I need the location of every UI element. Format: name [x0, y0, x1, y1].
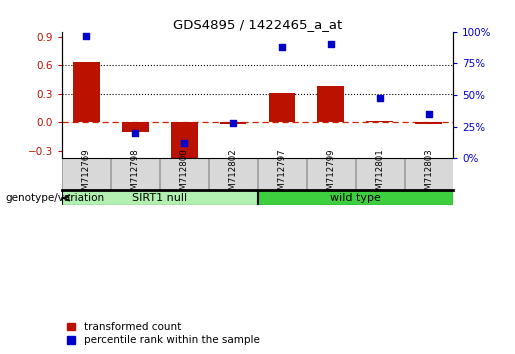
- Bar: [111, 158, 160, 190]
- Point: [375, 95, 384, 101]
- Bar: [122, 122, 149, 132]
- Bar: [62, 190, 258, 205]
- Bar: [258, 190, 453, 205]
- Bar: [170, 122, 198, 158]
- Point: [424, 111, 433, 117]
- Bar: [160, 158, 209, 190]
- Text: genotype/variation: genotype/variation: [5, 193, 104, 203]
- Bar: [209, 158, 258, 190]
- Bar: [415, 122, 442, 124]
- Bar: [317, 86, 345, 122]
- Text: GSM712802: GSM712802: [229, 148, 237, 201]
- Point: [278, 44, 286, 50]
- Title: GDS4895 / 1422465_a_at: GDS4895 / 1422465_a_at: [173, 18, 342, 31]
- Bar: [306, 158, 355, 190]
- Point: [327, 42, 335, 47]
- Point: [229, 120, 237, 126]
- Legend: transformed count, percentile rank within the sample: transformed count, percentile rank withi…: [67, 322, 260, 345]
- Point: [180, 140, 188, 146]
- Bar: [62, 158, 111, 190]
- Bar: [219, 122, 247, 124]
- Text: SIRT1 null: SIRT1 null: [132, 193, 187, 203]
- Text: GSM712801: GSM712801: [375, 148, 384, 201]
- Text: wild type: wild type: [330, 193, 381, 203]
- Text: GSM712798: GSM712798: [131, 148, 140, 201]
- Point: [131, 130, 139, 136]
- Bar: [73, 62, 100, 122]
- Bar: [404, 158, 453, 190]
- Bar: [355, 158, 404, 190]
- Text: GSM712799: GSM712799: [327, 148, 335, 201]
- Text: GSM712769: GSM712769: [82, 148, 91, 201]
- Text: GSM712800: GSM712800: [180, 148, 188, 201]
- Bar: [366, 121, 393, 122]
- Text: GSM712803: GSM712803: [424, 148, 433, 201]
- Point: [82, 33, 91, 39]
- Bar: [258, 158, 306, 190]
- Bar: [268, 93, 296, 122]
- Text: GSM712797: GSM712797: [278, 148, 286, 201]
